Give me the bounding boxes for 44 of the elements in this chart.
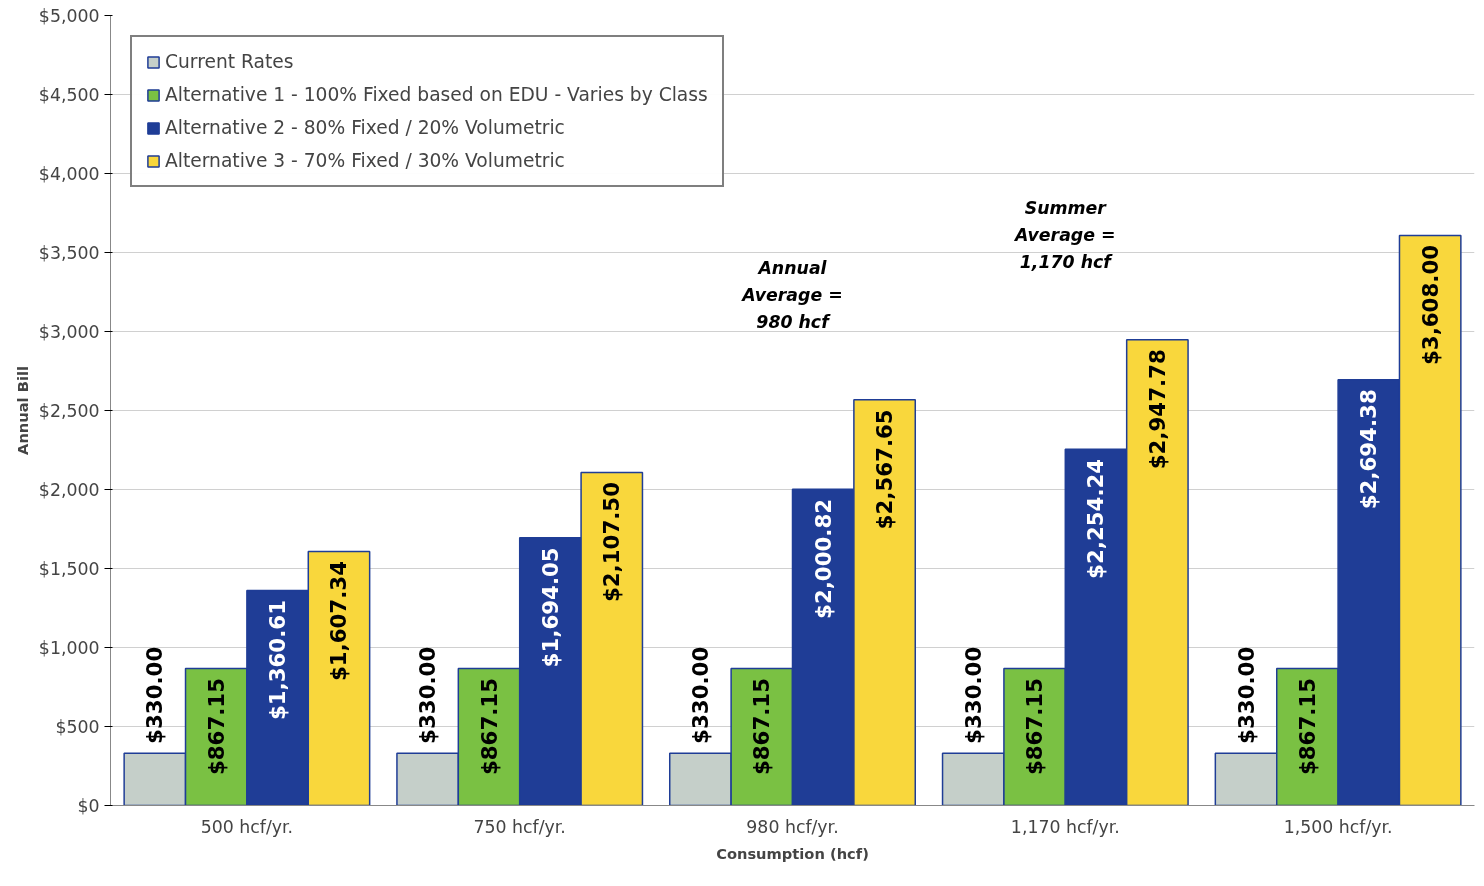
y-tick-label: $1,500: [38, 558, 100, 579]
x-tick-label: 980 hcf/yr.: [746, 816, 839, 837]
data-label: $1,607.34: [326, 561, 352, 682]
x-tick-label: 1,170 hcf/yr.: [1010, 816, 1120, 837]
data-label: $330.00: [960, 646, 986, 744]
y-tick-label: $0: [77, 795, 100, 816]
legend-label: Current Rates: [165, 51, 294, 72]
y-tick-label: $500: [55, 716, 100, 737]
data-label: $867.15: [749, 677, 775, 776]
y-tick-label: $2,000: [38, 479, 100, 500]
data-label: $330.00: [415, 646, 441, 744]
data-label: $330.00: [1233, 646, 1259, 744]
data-label: $2,567.65: [872, 409, 898, 530]
annotation: Annual Average = 980 hcf: [740, 257, 843, 332]
data-label: $2,694.38: [1356, 389, 1382, 510]
x-tick-label: 750 hcf/yr.: [473, 816, 566, 837]
legend-label: Alternative 3 - 70% Fixed / 30% Volumetric: [165, 150, 565, 171]
data-label: $3,608.00: [1417, 244, 1443, 365]
y-tick-label: $4,500: [38, 84, 100, 105]
legend-label: Alternative 2 - 80% Fixed / 20% Volumetric: [165, 117, 565, 138]
data-label: $1,360.61: [265, 600, 291, 721]
data-label: $2,947.78: [1144, 349, 1170, 470]
data-label: $330.00: [687, 646, 713, 744]
y-tick-label: $2,500: [38, 400, 100, 421]
legend-label: Alternative 1 - 100% Fixed based on EDU - Varies by Class: [165, 84, 708, 105]
y-tick-label: $1,000: [38, 637, 100, 658]
data-label: $2,254.24: [1083, 458, 1109, 579]
data-label: $867.15: [476, 677, 502, 776]
y-tick-label: $3,500: [38, 242, 100, 263]
y-tick-label: $3,000: [38, 321, 100, 342]
data-label: $867.15: [1294, 677, 1320, 776]
data-label: $867.15: [203, 677, 229, 776]
y-axis-title: Annual Bill: [13, 366, 31, 455]
y-tick-label: $4,000: [38, 163, 100, 184]
y-tick-label: $5,000: [38, 5, 100, 26]
x-axis-title: Consumption (hcf): [716, 844, 869, 862]
data-label: $2,000.82: [810, 498, 836, 619]
data-label: $2,107.50: [599, 481, 625, 603]
data-label: $330.00: [142, 646, 168, 744]
x-tick-label: 500 hcf/yr.: [200, 816, 294, 837]
annotation: Summer Average = 1,170 hcf: [1013, 197, 1116, 272]
data-label: $867.15: [1022, 677, 1048, 776]
data-label: $1,694.05: [537, 547, 563, 668]
x-tick-label: 1,500 hcf/yr.: [1283, 816, 1393, 837]
